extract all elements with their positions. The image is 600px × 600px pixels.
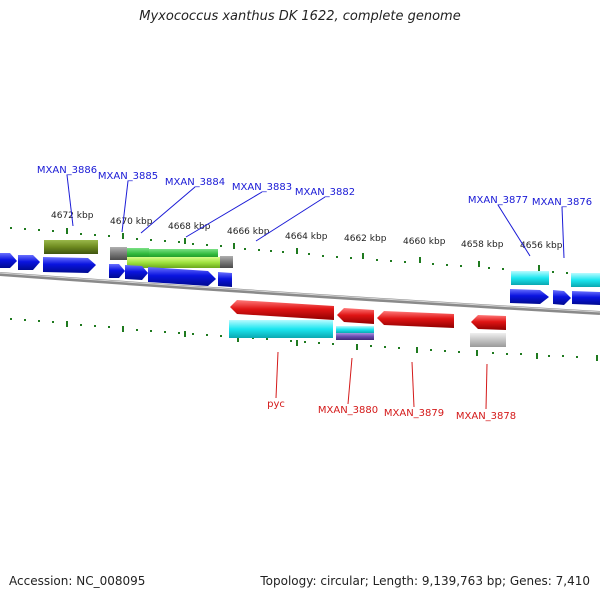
outer-tick-ring — [10, 227, 596, 276]
cds-arrow[interactable] — [230, 300, 334, 320]
ruler-label: 4656 kbp — [520, 241, 563, 251]
cds-arrow[interactable] — [553, 290, 571, 305]
cds-arrow[interactable] — [218, 272, 232, 287]
gene-label[interactable]: MXAN_3885 — [98, 171, 158, 182]
reverse-strand-features — [229, 300, 506, 347]
gene-label[interactable]: MXAN_3877 — [468, 195, 528, 206]
ruler-label: 4664 kbp — [285, 232, 328, 242]
cds-arrow[interactable] — [0, 253, 17, 268]
feature-box[interactable] — [229, 320, 333, 338]
gene-label[interactable]: pyc — [267, 399, 285, 410]
feature-box[interactable] — [571, 273, 600, 287]
cds-arrow[interactable] — [572, 291, 600, 305]
genome-backbone-highlight — [0, 272, 600, 313]
gene-label[interactable]: MXAN_3883 — [232, 182, 292, 193]
cds-arrow[interactable] — [148, 267, 216, 286]
ruler-label: 4666 kbp — [227, 227, 270, 237]
feature-box[interactable] — [470, 333, 506, 347]
gene-label[interactable]: MXAN_3880 — [318, 405, 378, 416]
cds-arrow[interactable] — [109, 264, 125, 278]
cds-arrow[interactable] — [377, 311, 454, 328]
accession-text: Accession: NC_008095 — [9, 574, 146, 588]
cds-arrow[interactable] — [337, 308, 374, 324]
ruler-label: 4672 kbp — [51, 211, 94, 221]
cds-arrow[interactable] — [510, 289, 549, 304]
gene-label[interactable]: MXAN_3882 — [295, 187, 355, 198]
genome-summary-text: Topology: circular; Length: 9,139,763 bp… — [260, 574, 590, 588]
cds-arrow[interactable] — [471, 315, 506, 330]
reverse-label-lines — [275, 351, 488, 410]
ruler-label: 4670 kbp — [110, 217, 153, 227]
ruler-label: 4660 kbp — [403, 237, 446, 247]
reverse-gene-labels: pyc MXAN_3880 MXAN_3879 MXAN_3878 — [267, 399, 516, 422]
ruler-label: 4658 kbp — [461, 240, 504, 250]
gene-label[interactable]: MXAN_3878 — [456, 411, 516, 422]
cds-arrow[interactable] — [43, 257, 96, 273]
ruler-label: 4668 kbp — [168, 222, 211, 232]
ruler-label: 4662 kbp — [344, 234, 387, 244]
cds-arrow[interactable] — [125, 265, 148, 280]
feature-box[interactable] — [44, 240, 98, 254]
feature-box[interactable] — [220, 256, 233, 268]
gene-label[interactable]: MXAN_3876 — [532, 197, 592, 208]
gene-label[interactable]: MXAN_3879 — [384, 408, 444, 419]
gene-label[interactable]: MXAN_3886 — [37, 165, 97, 176]
feature-box[interactable] — [336, 326, 374, 333]
forward-strand-features — [0, 240, 600, 305]
map-title: Myxococcus xanthus DK 1622, complete gen… — [139, 9, 461, 24]
feature-box[interactable] — [110, 247, 127, 260]
feature-box[interactable] — [336, 333, 374, 340]
feature-box[interactable] — [511, 271, 549, 285]
genome-backbone — [0, 272, 600, 315]
ruler-labels: 4672 kbp 4670 kbp 4668 kbp 4666 kbp 4664… — [51, 211, 563, 251]
cds-arrow[interactable] — [18, 255, 40, 270]
forward-label-lines — [66, 174, 565, 259]
feature-box[interactable] — [127, 257, 220, 268]
gene-label[interactable]: MXAN_3884 — [165, 177, 225, 188]
forward-gene-labels: MXAN_3886 MXAN_3885 MXAN_3884 MXAN_3883 … — [37, 165, 592, 208]
feature-box[interactable] — [149, 249, 218, 260]
